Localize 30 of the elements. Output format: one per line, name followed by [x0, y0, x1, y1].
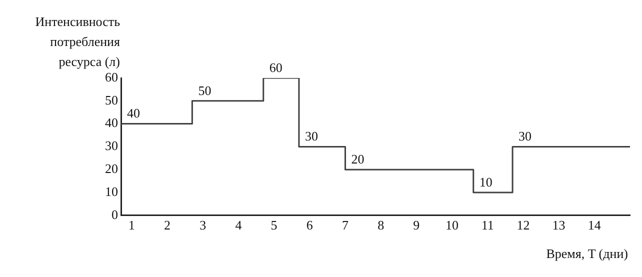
x-tick-label: 11 [481, 218, 494, 233]
x-tick-label: 6 [306, 218, 314, 233]
data-label: 60 [269, 60, 282, 75]
data-label: 10 [479, 174, 492, 190]
x-tick-label: 10 [446, 218, 459, 233]
x-tick-label: 1 [128, 218, 135, 233]
y-tick-label: 20 [105, 161, 118, 176]
data-label: 30 [304, 128, 318, 144]
data-label: 20 [351, 152, 364, 167]
x-tick-label: 13 [552, 218, 566, 233]
data-label: 50 [198, 82, 212, 98]
y-tick-label: 0 [112, 206, 118, 222]
x-tick-label: 2 [164, 218, 171, 233]
data-label: 40 [127, 106, 140, 121]
x-tick-label: 4 [235, 218, 242, 233]
data-label: 30 [518, 128, 532, 144]
y-axis-title: Интенсивность потребления ресурса (л) [35, 14, 120, 69]
x-tick-label: 5 [270, 218, 278, 233]
x-tick-label: 14 [588, 218, 602, 233]
y-tick-label: 30 [105, 138, 118, 154]
y-tick-label: 10 [105, 184, 118, 199]
x-tick-label: 3 [200, 218, 206, 233]
x-tick-label: 7 [342, 218, 349, 233]
x-axis-title: Время, T (дни) [546, 246, 628, 262]
x-tick-label: 8 [378, 218, 384, 233]
x-tick-label: 9 [413, 218, 420, 233]
y-tick-label: 50 [105, 92, 118, 108]
y-tick-label: 40 [105, 115, 118, 130]
y-tick-label: 60 [105, 69, 118, 84]
x-tick-label: 12 [516, 218, 530, 233]
